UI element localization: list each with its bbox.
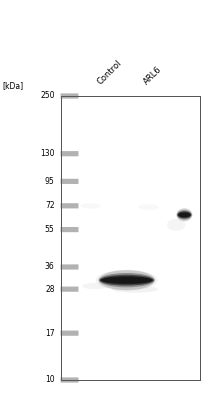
FancyBboxPatch shape <box>61 96 200 380</box>
Text: Control: Control <box>96 58 124 86</box>
Ellipse shape <box>178 212 191 217</box>
Text: 28: 28 <box>45 285 55 294</box>
Ellipse shape <box>112 286 158 293</box>
Ellipse shape <box>167 219 185 231</box>
Text: ARL6: ARL6 <box>142 64 164 86</box>
Text: 95: 95 <box>45 177 55 186</box>
Ellipse shape <box>176 208 192 221</box>
Text: 130: 130 <box>40 149 55 158</box>
FancyBboxPatch shape <box>61 151 78 156</box>
Ellipse shape <box>82 283 107 289</box>
FancyBboxPatch shape <box>61 93 78 98</box>
Ellipse shape <box>80 203 101 209</box>
Ellipse shape <box>101 277 152 283</box>
Text: 17: 17 <box>45 329 55 338</box>
FancyBboxPatch shape <box>61 179 78 184</box>
Ellipse shape <box>98 270 155 290</box>
Text: 72: 72 <box>45 201 55 210</box>
Text: 250: 250 <box>40 92 55 100</box>
FancyBboxPatch shape <box>61 286 78 292</box>
Ellipse shape <box>96 270 158 290</box>
Text: 55: 55 <box>45 225 55 234</box>
Ellipse shape <box>100 275 154 286</box>
Text: 10: 10 <box>45 376 55 384</box>
FancyBboxPatch shape <box>61 227 78 232</box>
Ellipse shape <box>99 273 154 287</box>
Text: 36: 36 <box>45 262 55 272</box>
FancyBboxPatch shape <box>61 330 78 336</box>
Text: [kDa]: [kDa] <box>2 81 23 90</box>
FancyBboxPatch shape <box>61 203 78 208</box>
FancyBboxPatch shape <box>61 264 78 270</box>
Ellipse shape <box>177 210 192 220</box>
FancyBboxPatch shape <box>61 378 78 382</box>
Ellipse shape <box>138 204 159 210</box>
Ellipse shape <box>101 276 152 284</box>
Ellipse shape <box>178 212 191 218</box>
